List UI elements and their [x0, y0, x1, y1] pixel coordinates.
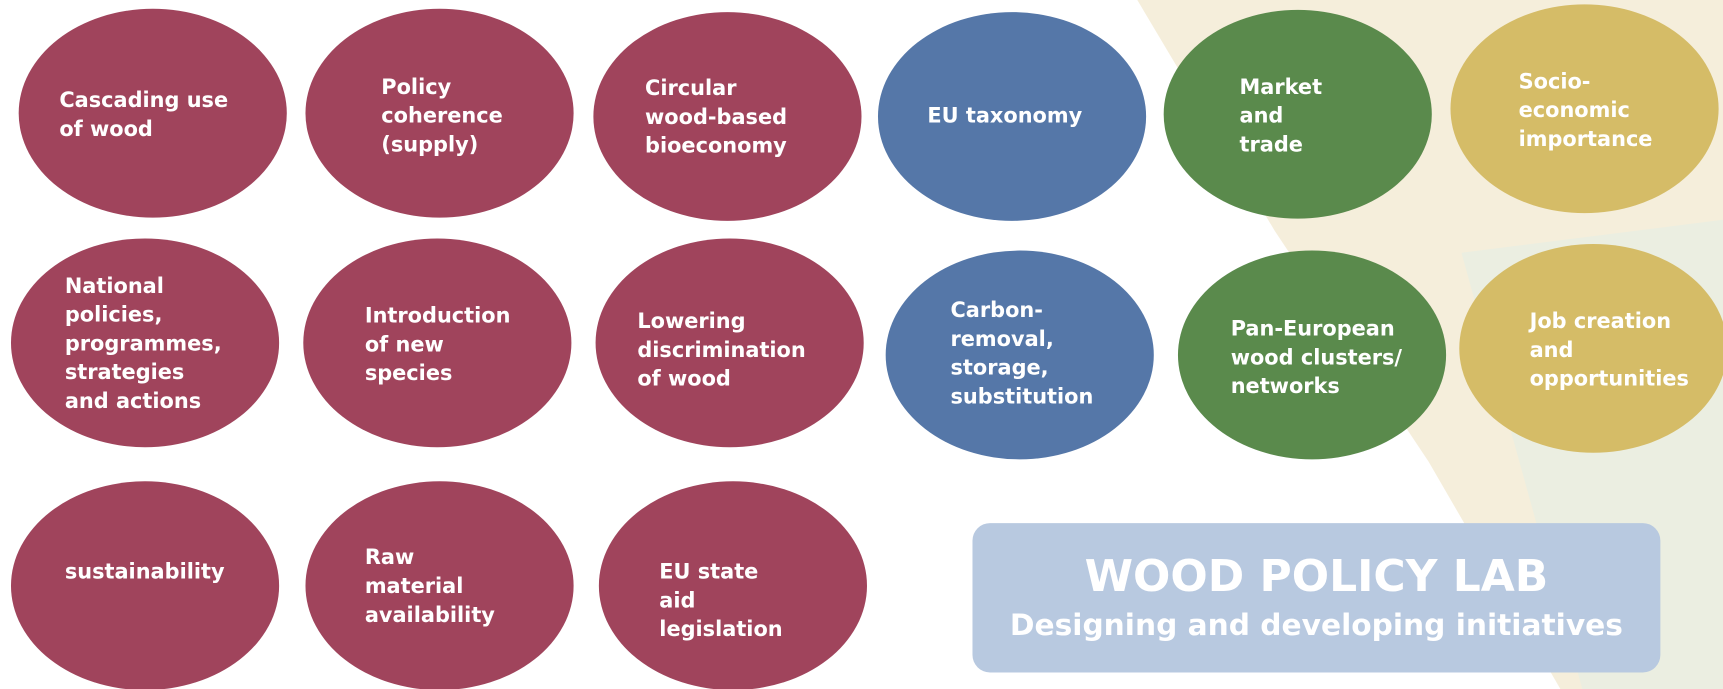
- topic-label: economic: [1519, 98, 1630, 122]
- topic-label: sustainability: [65, 560, 225, 584]
- topic-label: material: [365, 574, 464, 598]
- topic-label: networks: [1231, 374, 1340, 398]
- topic-label: coherence: [381, 104, 503, 128]
- topic-label: policies,: [65, 303, 163, 327]
- topic-label: Policy: [381, 75, 451, 99]
- topic-label: discrimination: [637, 338, 805, 362]
- topic-label: trade: [1240, 132, 1303, 156]
- topic-label: and: [1530, 338, 1574, 362]
- topic-label: Pan-European: [1231, 317, 1395, 341]
- topic-label: substitution: [951, 384, 1094, 408]
- topic-label: of new: [365, 332, 444, 356]
- topic-label: EU state: [659, 560, 758, 584]
- topic-label: removal,: [951, 327, 1054, 351]
- topic-label: EU taxonomy: [927, 103, 1082, 127]
- topic-label: National: [65, 274, 164, 298]
- topic-label: and actions: [65, 389, 201, 413]
- topic-label: Circular: [645, 76, 737, 100]
- topic-bubble: [19, 9, 287, 218]
- topic-label: Raw: [365, 545, 414, 569]
- topic-label: wood clusters/: [1231, 345, 1403, 369]
- topic-label: species: [365, 361, 453, 385]
- topic-label: Cascading use: [59, 88, 228, 112]
- topic-label: opportunities: [1530, 367, 1689, 391]
- topic-bubble: [11, 481, 279, 689]
- topic-label: Introduction: [365, 303, 511, 327]
- topic-label: Lowering: [637, 309, 745, 333]
- topic-bubble: [1164, 10, 1432, 219]
- topic-label: Carbon-: [951, 298, 1043, 322]
- topic-label: importance: [1519, 127, 1653, 151]
- topic-label: bioeconomy: [645, 134, 787, 158]
- topic-label: Market: [1240, 75, 1323, 99]
- slide: Cascading use of wood Policy coherence (supp…: [0, 0, 1723, 689]
- topic-label: strategies: [65, 360, 185, 384]
- topic-label: availability: [365, 603, 495, 627]
- banner-title: WOOD POLICY LAB: [1085, 551, 1549, 602]
- topic-label: and: [1240, 104, 1284, 128]
- topic-bubble: [1459, 244, 1723, 453]
- topic-label: Socio-: [1519, 69, 1591, 93]
- topic-label: aid: [659, 588, 695, 612]
- topic-label: wood-based: [645, 105, 787, 129]
- topic-label: programmes,: [65, 331, 222, 355]
- topic-label: Job creation: [1528, 309, 1671, 333]
- topic-label: of wood: [637, 367, 731, 391]
- topic-label: of wood: [59, 117, 153, 141]
- topic-label: storage,: [951, 356, 1049, 380]
- banner-subtitle: Designing and developing initiatives: [1010, 607, 1623, 642]
- topic-label: (supply): [381, 132, 478, 156]
- topic-bubble: [599, 481, 867, 689]
- topic-label: legislation: [659, 617, 782, 641]
